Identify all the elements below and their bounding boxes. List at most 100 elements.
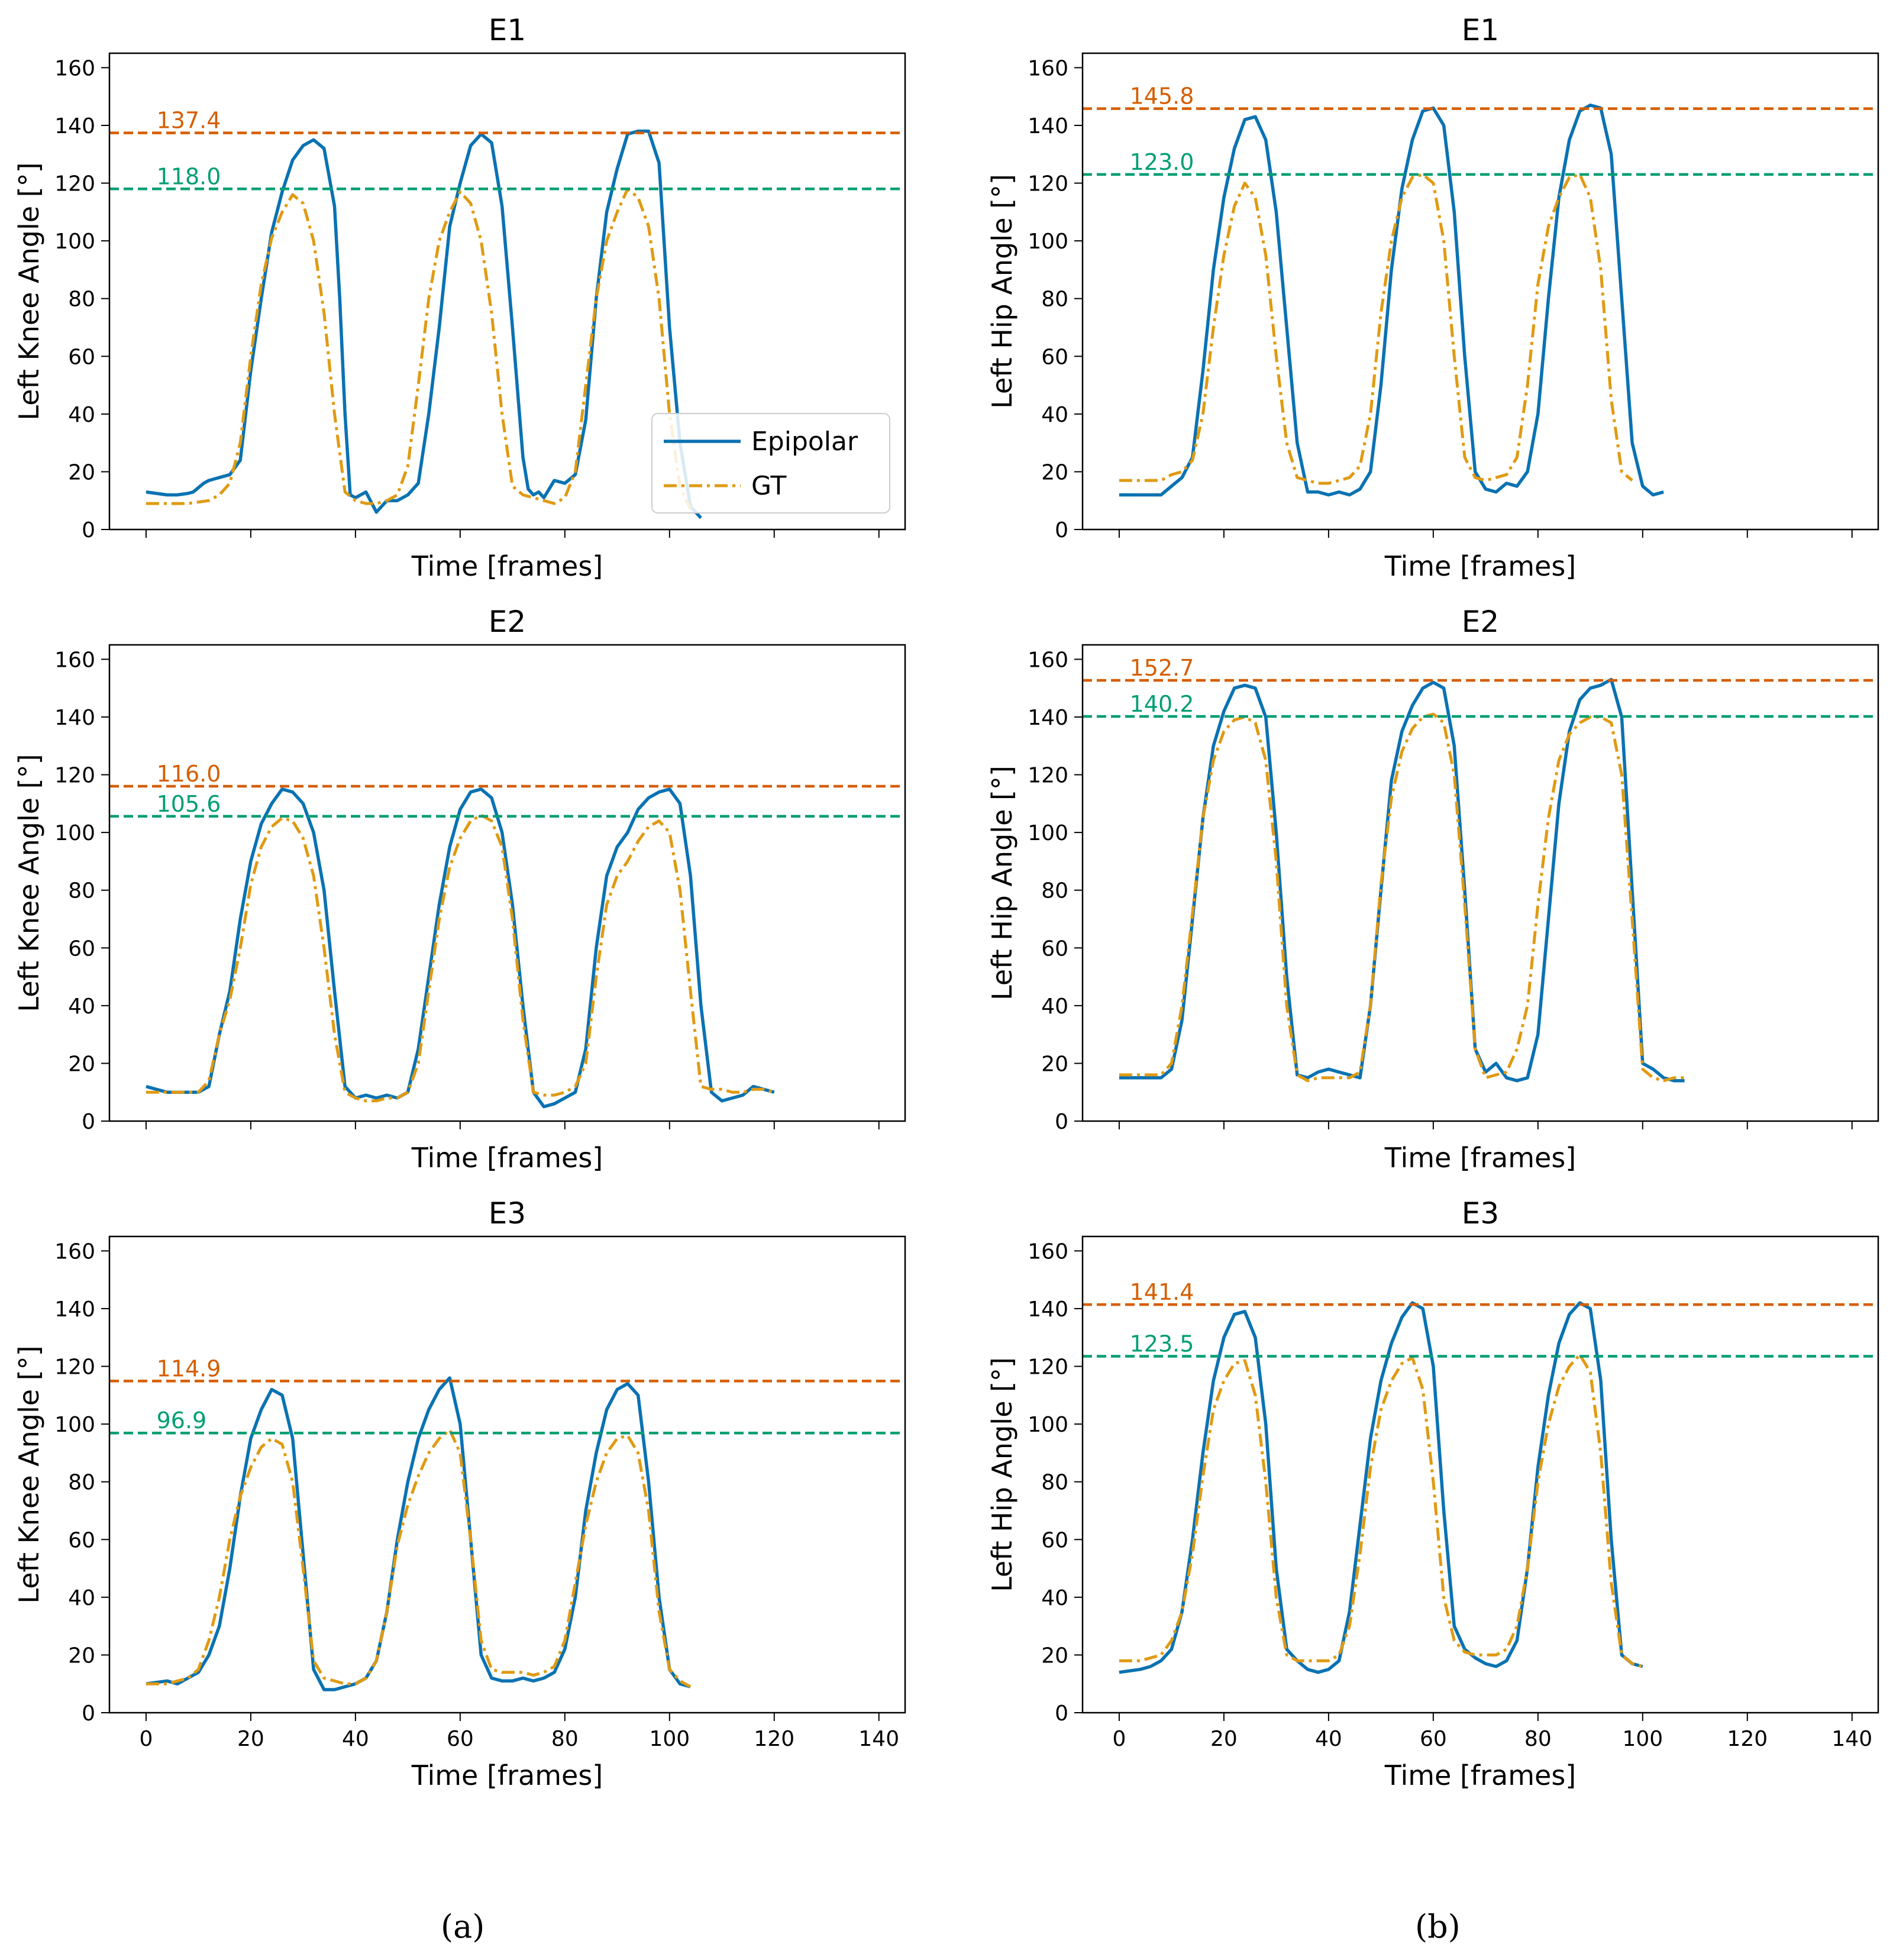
y-tick-label: 60 <box>1041 1528 1068 1552</box>
y-tick-label: 40 <box>1041 403 1068 427</box>
reference-line-label: 152.7 <box>1130 655 1194 681</box>
y-tick-label: 40 <box>68 403 95 427</box>
plot-area <box>1119 104 1664 497</box>
y-tick-label: 20 <box>68 1643 95 1668</box>
y-tick-label: 140 <box>54 706 95 730</box>
x-tick-label: 40 <box>1315 1727 1342 1751</box>
x-tick-label: 120 <box>754 1727 794 1751</box>
y-tick-label: 160 <box>1028 56 1068 80</box>
x-tick-label: 140 <box>1831 1727 1872 1751</box>
reference-line-label: 105.6 <box>157 791 221 817</box>
axes-frame <box>108 52 906 531</box>
subfigure-label-b: (b) <box>1415 1908 1461 1945</box>
series-line-gt <box>146 813 775 1103</box>
y-tick-label: 160 <box>1028 1239 1068 1264</box>
chart-panel-5: E3 0 20 40 60 80 100 120 140 160 0 20 40 60 80 100 120 14… <box>13 1196 906 1791</box>
legend-label-gt: GT <box>751 471 787 501</box>
chart-title: E3 <box>1462 1196 1499 1231</box>
chart-panel-6: E3 0 20 40 60 80 100 120 140 160 0 20 40 60 80 100 120 14… <box>986 1196 1879 1791</box>
x-axis-label: Time [frames] <box>411 1759 603 1791</box>
y-tick-label: 20 <box>1041 460 1068 485</box>
y-tick-label: 120 <box>1028 172 1068 196</box>
y-axis-label: Left Hip Angle [°] <box>986 766 1018 1000</box>
y-tick-label: 120 <box>54 764 95 788</box>
y-tick-label: 40 <box>68 1586 95 1610</box>
y-tick-label: 60 <box>68 345 95 369</box>
y-tick-label: 100 <box>1028 821 1068 845</box>
y-tick-label: 20 <box>68 1052 95 1076</box>
y-tick-label: 60 <box>68 1528 95 1552</box>
y-tick-label: 40 <box>1041 994 1068 1019</box>
x-tick-label: 80 <box>1524 1727 1552 1751</box>
plot-area <box>1119 1301 1643 1674</box>
x-axis-label: Time [frames] <box>1384 1142 1576 1174</box>
y-tick-label: 60 <box>1041 345 1068 369</box>
series-line-epipolar <box>1119 677 1685 1083</box>
series-line-gt <box>146 1428 692 1688</box>
x-tick-label: 40 <box>342 1727 369 1751</box>
chart-panel-2: E1 0 20 40 60 80 100 120 140 160 Time [frames] Left… <box>986 13 1879 582</box>
axes-frame <box>1081 644 1879 1122</box>
reference-line-label: 118.0 <box>157 163 221 189</box>
y-tick-label: 20 <box>1041 1052 1068 1076</box>
y-tick-label: 140 <box>54 114 95 138</box>
axes-frame <box>1081 1235 1879 1714</box>
legend-box <box>651 413 890 514</box>
chart-panel-3: E2 0 20 40 60 80 100 120 140 160 Time [frames] Left… <box>13 605 906 1174</box>
y-axis-label: Left Knee Angle [°] <box>13 162 45 420</box>
y-tick-label: 80 <box>1041 1471 1068 1495</box>
x-tick-label: 0 <box>1112 1727 1126 1751</box>
x-axis-label: Time [frames] <box>1384 1759 1576 1791</box>
y-tick-label: 20 <box>1041 1643 1068 1668</box>
y-tick-label: 0 <box>82 518 95 543</box>
y-tick-label: 0 <box>1055 1701 1068 1726</box>
y-tick-label: 40 <box>68 994 95 1019</box>
reference-line-label: 145.8 <box>1130 83 1194 109</box>
y-tick-label: 80 <box>68 879 95 903</box>
y-axis-label: Left Hip Angle [°] <box>986 174 1018 409</box>
y-tick-label: 140 <box>54 1297 95 1322</box>
reference-line-label: 141.4 <box>1130 1279 1194 1305</box>
plot-area <box>146 1376 692 1691</box>
y-tick-label: 120 <box>1028 1355 1068 1380</box>
y-tick-label: 80 <box>1041 288 1068 312</box>
y-tick-label: 100 <box>1028 1413 1068 1437</box>
x-tick-label: 60 <box>1420 1727 1447 1751</box>
x-tick-label: 80 <box>551 1727 579 1751</box>
reference-line-label: 123.5 <box>1130 1331 1194 1357</box>
y-tick-label: 0 <box>82 1110 95 1134</box>
y-tick-label: 80 <box>68 288 95 312</box>
axes-frame <box>108 644 906 1122</box>
y-axis-label: Left Hip Angle [°] <box>986 1357 1018 1592</box>
subfigure-label-a: (a) <box>441 1908 485 1945</box>
plot-area <box>146 129 702 519</box>
y-tick-label: 40 <box>1041 1586 1068 1610</box>
reference-line-label: 140.2 <box>1130 691 1194 717</box>
reference-line-label: 96.9 <box>157 1407 207 1433</box>
x-axis-label: Time [frames] <box>411 550 603 582</box>
legend: Epipolar GT <box>651 413 890 514</box>
y-tick-label: 0 <box>1055 1110 1068 1134</box>
y-tick-label: 140 <box>1028 1297 1068 1322</box>
chart-panel-4: E2 0 20 40 60 80 100 120 140 160 Time [frames] Left… <box>986 605 1879 1174</box>
chart-title: E1 <box>1462 13 1499 47</box>
x-tick-label: 100 <box>649 1727 690 1751</box>
reference-line-label: 114.9 <box>157 1355 221 1381</box>
y-axis-label: Left Knee Angle [°] <box>13 1345 45 1603</box>
x-axis-label: Time [frames] <box>411 1142 603 1174</box>
y-tick-label: 120 <box>54 172 95 196</box>
chart-title: E1 <box>489 13 526 47</box>
series-line-epipolar <box>1119 1301 1643 1674</box>
series-line-epipolar <box>146 129 702 519</box>
y-tick-label: 100 <box>54 821 95 845</box>
plot-area <box>1119 677 1685 1083</box>
reference-line-label: 123.0 <box>1130 149 1194 175</box>
y-tick-label: 60 <box>68 937 95 961</box>
reference-line-label: 116.0 <box>157 761 221 787</box>
series-line-gt <box>1119 173 1633 485</box>
legend-label-epipolar: Epipolar <box>751 427 858 457</box>
axes-frame <box>108 1235 906 1714</box>
reference-line-label: 137.4 <box>157 108 221 134</box>
y-tick-label: 160 <box>54 648 95 672</box>
